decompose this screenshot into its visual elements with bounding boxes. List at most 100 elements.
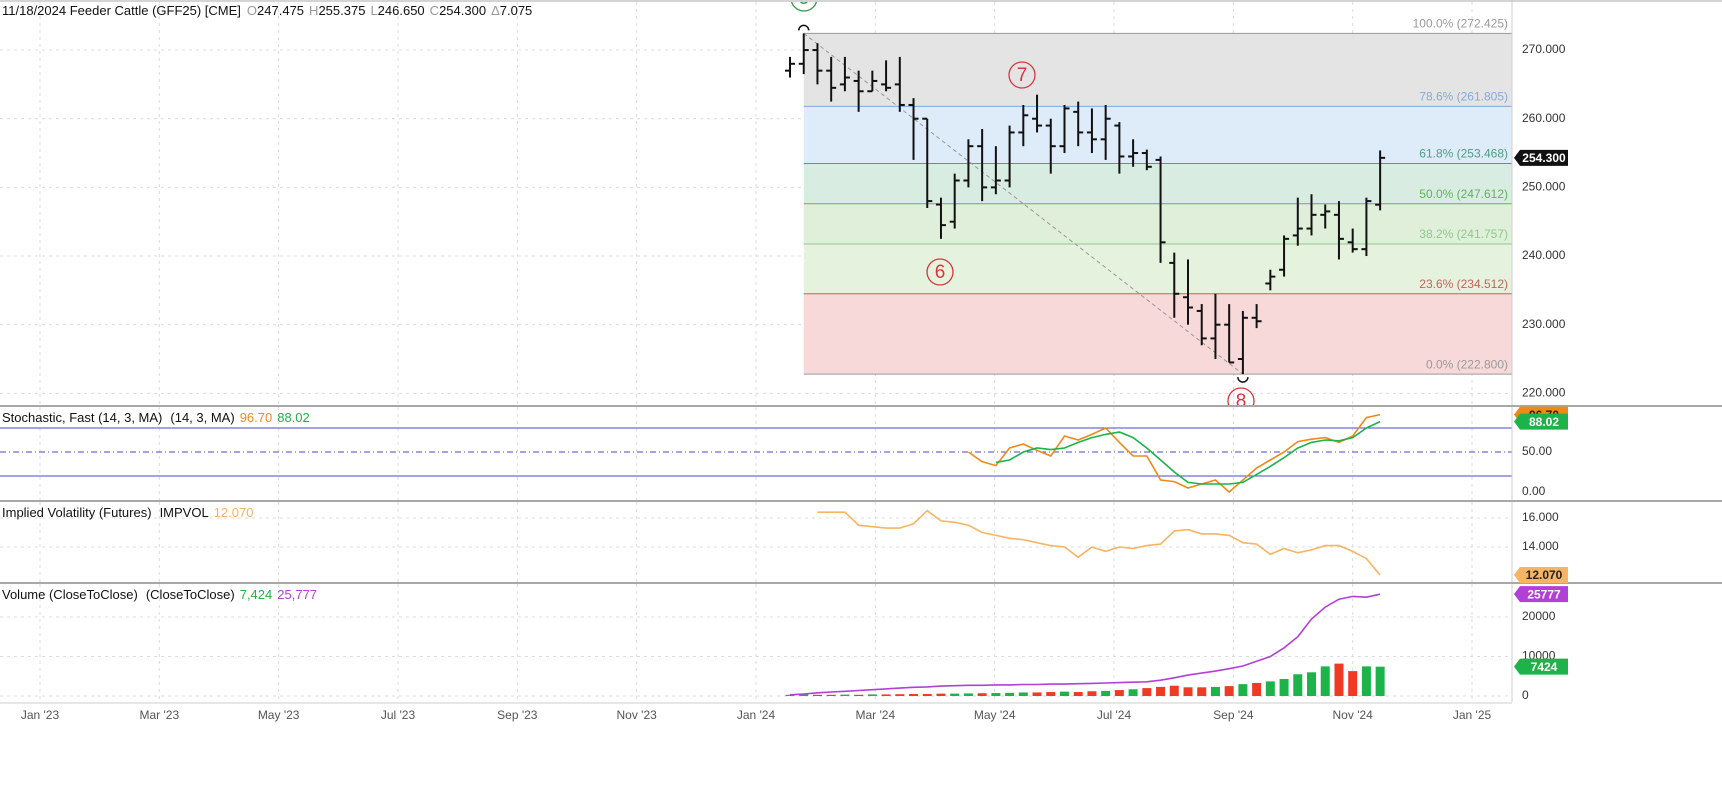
x-tick-label: Nov '23 [617,708,658,722]
volume-bar [1210,686,1220,696]
header: Stochastic, Fast (14, 3, MA) (14, 3, MA) 9… [2,410,310,425]
volume-bar [1169,685,1179,696]
fib-label: 100.0% (272.425) [1413,17,1508,31]
fib-label: 50.0% (247.612) [1419,187,1508,201]
low-marker [1237,376,1249,383]
volume-bar [826,694,836,696]
volume-bar [1279,679,1289,696]
ohlc-prefix: O [247,3,257,18]
fib-band [803,163,1512,204]
volume-bar [1334,663,1344,696]
wave-label: 5 [799,0,810,9]
wave-circle [790,2,818,12]
x-tick-label: Jan '23 [21,708,60,722]
y-tick-label: 270.000 [1522,42,1566,56]
ohlc-prefix: C [430,3,439,18]
volume-bar [1252,682,1262,696]
header-value: 7,424 [240,587,273,602]
volume-bar [799,694,809,696]
header-title: Stochastic, Fast (14, 3, MA) [2,410,162,425]
fib-label: 61.8% (253.468) [1419,147,1508,161]
x-tick-label: Mar '23 [139,708,179,722]
wave-circle [926,258,954,286]
volume-bar [963,693,973,696]
volume-bar [1018,692,1028,696]
value-flag-label: 12.070 [1526,568,1563,582]
series-line [789,593,1381,696]
volume-bar [1224,686,1234,696]
panel [0,584,1512,702]
ohlc-value: 247.475 [257,3,304,18]
volume-bar [1183,687,1193,696]
series-line [967,413,1381,494]
fib-label: 38.2% (241.757) [1419,227,1508,241]
x-tick-label: Jul '23 [381,708,416,722]
value-flag-label: 7424 [1531,660,1558,674]
y-tick-label: 240.000 [1522,248,1566,262]
volume-bar [840,694,850,696]
volume-bar [1114,690,1124,696]
x-tick-label: May '23 [258,708,300,722]
header-value: 12.070 [214,505,254,520]
volume-bar [950,693,960,696]
y-tick-label: 20000 [1522,609,1556,623]
header-params: IMPVOL [160,505,209,520]
ohlc-value: 246.650 [378,3,425,18]
volume-bar [1265,681,1275,696]
volume-bar [936,693,946,696]
fib-band [803,243,1512,294]
ohlc-value: 254.300 [439,3,486,18]
volume-bar [1005,692,1015,696]
x-tick-label: Jan '24 [737,708,776,722]
y-tick-label: 16.000 [1522,510,1559,524]
volume-bar [1361,666,1371,696]
y-tick-label: 250.000 [1522,180,1566,194]
volume-bar [1128,689,1138,696]
wave-label: 7 [1017,65,1028,86]
volume-bar [1087,691,1097,696]
header: 11/18/2024 Feeder Cattle (GFF25) [CME] O2… [2,3,532,18]
volume-bar [1293,674,1303,696]
panel [0,407,1512,500]
ohlc-prefix: H [309,3,318,18]
header-value: 25,777 [277,587,317,602]
fib-label: 0.0% (222.800) [1426,357,1508,371]
value-flag [1514,567,1568,584]
volume-bar [895,694,905,696]
volume-bar [922,694,932,696]
volume-bar [1059,691,1069,696]
fib-label: 78.6% (261.805) [1419,89,1508,103]
wave-label: 6 [935,262,946,283]
header-value: 96.70 [240,410,273,425]
volume-bar [1032,692,1042,696]
fib-band [803,106,1512,164]
x-tick-label: Sep '24 [1213,708,1254,722]
x-tick-label: Mar '24 [856,708,896,722]
ohlc-value: 255.375 [318,3,365,18]
header: Implied Volatility (Futures) IMPVOL 12.070 [2,505,253,520]
wave-circle [1008,61,1036,89]
x-tick-label: Jan '25 [1453,708,1492,722]
value-flag-label: 88.02 [1529,415,1559,429]
x-tick-label: May '24 [974,708,1016,722]
panel: 100.0% (272.425) 78.6% (261.805) 61.8% (25… [0,0,1512,412]
volume-bar [867,694,877,696]
volume-bar [1238,684,1248,696]
wave-label: 8 [1236,391,1247,412]
ohlc-prefix: L [370,3,377,18]
panels: 100.0% (272.425) 78.6% (261.805) 61.8% (25… [0,0,1512,702]
volume-bar [1197,687,1207,696]
volume-bar [1375,666,1385,696]
y-tick-label: 0.00 [1522,484,1546,498]
volume-bar [1320,666,1330,696]
volume-bar [977,693,987,696]
header-value: 88.02 [277,410,310,425]
value-flag [1514,586,1568,603]
high-marker [797,24,810,31]
fib-band [803,203,1512,244]
value-flag-label: 25777 [1527,587,1561,601]
header-params: (14, 3, MA) [170,410,234,425]
volume-bar [1156,686,1166,696]
panel [0,502,1512,582]
